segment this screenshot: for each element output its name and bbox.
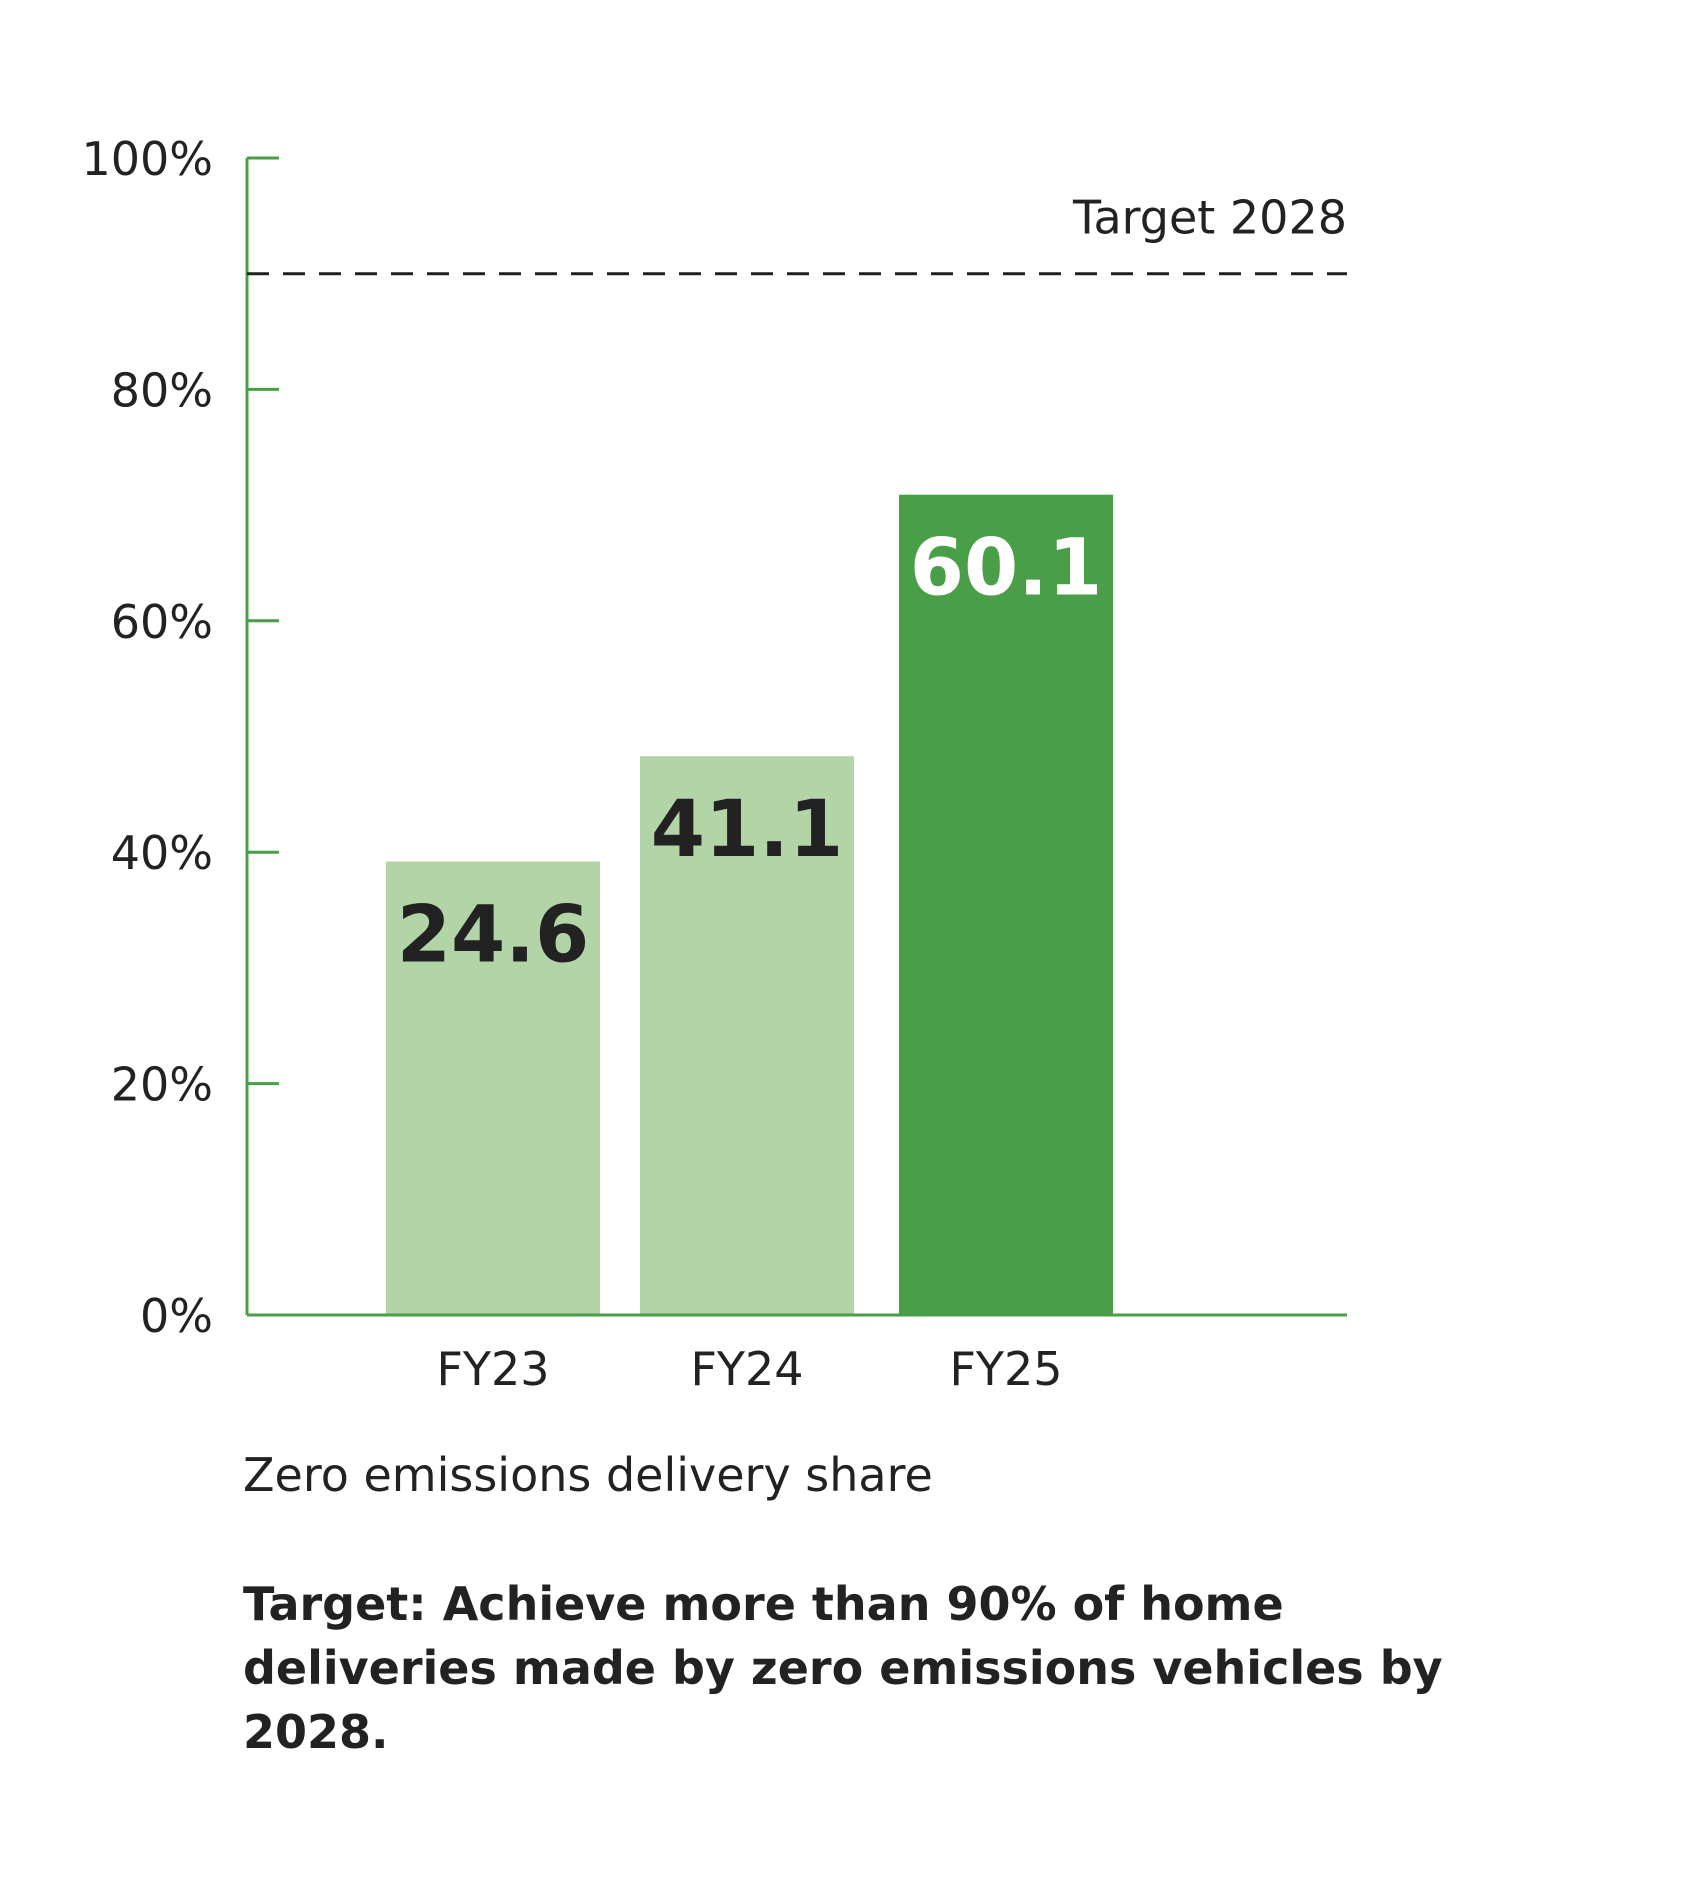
- x-tick-label: FY24: [690, 1342, 803, 1396]
- chart-caption: Zero emissions delivery share: [243, 1448, 933, 1502]
- y-tick-label: 80%: [111, 363, 213, 417]
- y-tick-label: 60%: [111, 595, 213, 649]
- bar-value-label: 24.6: [397, 890, 589, 980]
- bar-fy23: [386, 861, 600, 1315]
- x-tick-label: FY23: [436, 1342, 549, 1396]
- bar-chart: 24.6 FY23 41.1 FY24 60.1 FY25 0% 20% 40% 60% 80% 10…: [81, 132, 1347, 1396]
- y-tick-label: 20%: [111, 1058, 213, 1112]
- x-tick-label: FY25: [949, 1342, 1062, 1396]
- target-statement: Target: Achieve more than 90% of home de…: [243, 1577, 1443, 1759]
- y-tick-label: 40%: [111, 826, 213, 880]
- bar-fy24: [640, 756, 854, 1315]
- bar-value-label: 60.1: [910, 524, 1102, 614]
- target-line-label: Target 2028: [1072, 191, 1347, 245]
- bar-value-label: 41.1: [651, 785, 843, 875]
- bar-fy25: [899, 494, 1113, 1315]
- y-tick-label: 100%: [81, 132, 213, 186]
- y-tick-label: 0%: [140, 1289, 213, 1343]
